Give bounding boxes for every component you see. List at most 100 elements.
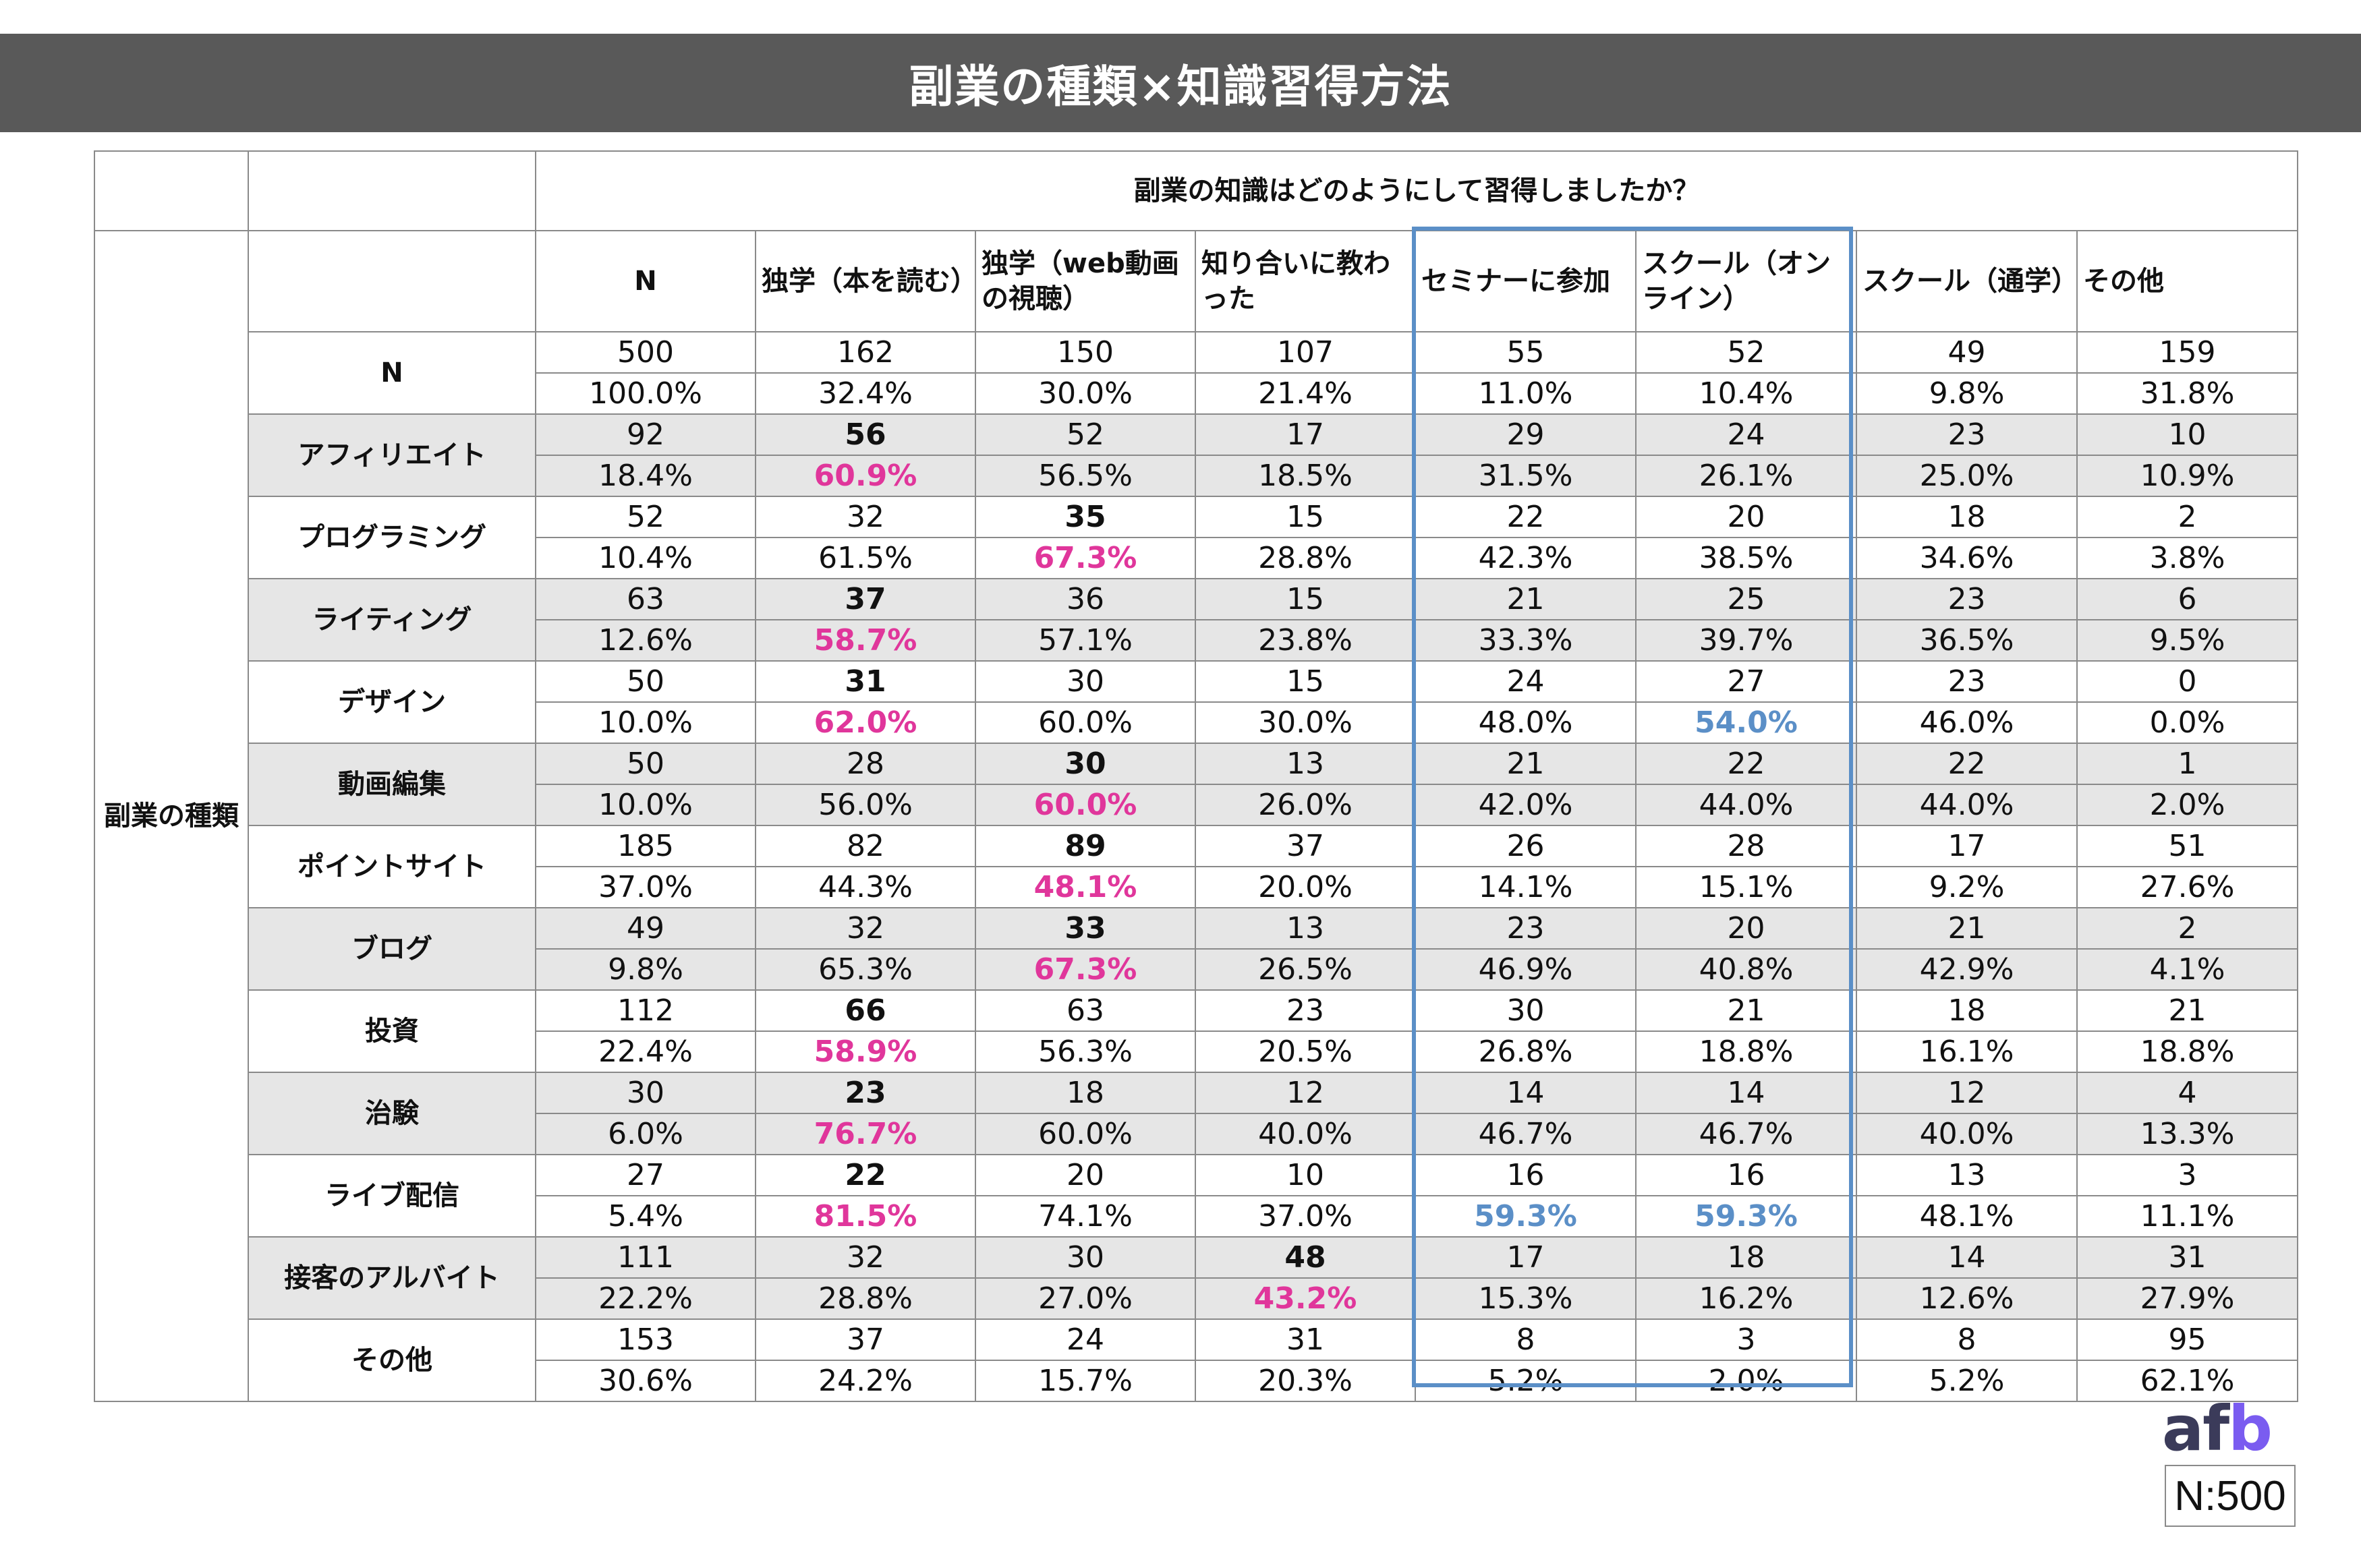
percent-cell: 56.3%	[975, 1030, 1196, 1073]
percent-cell: 76.7%	[755, 1113, 976, 1155]
count-cell: 31	[755, 660, 976, 703]
count-cell: 3	[1635, 1318, 1857, 1361]
count-cell: 24	[1635, 413, 1857, 456]
percent-cell: 61.5%	[755, 537, 976, 579]
percent-cell: 10.4%	[1635, 372, 1857, 415]
count-cell: 27	[1635, 660, 1857, 703]
percent-cell: 67.3%	[975, 537, 1196, 579]
percent-cell: 44.3%	[755, 866, 976, 908]
percent-cell: 5.4%	[535, 1195, 756, 1238]
count-cell: 4	[2076, 1072, 2298, 1114]
count-cell: 112	[535, 989, 756, 1032]
count-cell: 21	[2076, 989, 2298, 1032]
count-cell: 30	[1415, 989, 1637, 1032]
count-cell: 35	[975, 496, 1196, 538]
percent-cell: 21.4%	[1195, 372, 1416, 415]
table-row: 接客のアルバイト 111 32 30 48 17 18 14 31	[94, 1236, 2298, 1320]
percent-cell: 28.8%	[1195, 537, 1416, 579]
percent-cell: 56.0%	[755, 784, 976, 826]
count-cell: 17	[1195, 413, 1416, 456]
percent-cell: 5.2%	[1415, 1360, 1637, 1402]
count-cell: 37	[755, 578, 976, 620]
percent-cell: 46.9%	[1415, 948, 1637, 991]
percent-cell: 33.3%	[1415, 619, 1637, 662]
sample-size-badge: N:500	[2165, 1465, 2296, 1527]
count-cell: 36	[975, 578, 1196, 620]
count-cell: 32	[755, 496, 976, 538]
percent-cell: 31.8%	[2076, 372, 2298, 415]
table-row: N 500 162 150 107 55 52 49 159	[94, 331, 2298, 415]
count-cell: 32	[755, 907, 976, 950]
count-cell: 12	[1856, 1072, 2078, 1114]
table-row: ポイントサイト 185 82 89 37 26 28 17 51	[94, 825, 2298, 908]
count-cell: 18	[1635, 1236, 1857, 1279]
count-cell: 22	[755, 1154, 976, 1196]
count-cell: 55	[1415, 331, 1637, 374]
count-value: 35	[1064, 499, 1106, 534]
count-cell: 8	[1856, 1318, 2078, 1361]
count-cell: 15	[1195, 578, 1416, 620]
percent-cell: 46.7%	[1635, 1113, 1857, 1155]
percent-cell: 62.0%	[755, 701, 976, 744]
percent-cell: 9.8%	[1856, 372, 2078, 415]
percent-cell: 15.7%	[975, 1360, 1196, 1402]
row-label: デザイン	[248, 660, 536, 744]
percent-cell: 22.4%	[535, 1030, 756, 1073]
percent-cell: 46.7%	[1415, 1113, 1637, 1155]
count-cell: 63	[535, 578, 756, 620]
count-cell: 16	[1635, 1154, 1857, 1196]
count-cell: 52	[535, 496, 756, 538]
percent-cell: 13.3%	[2076, 1113, 2298, 1155]
count-cell: 37	[1195, 825, 1416, 867]
count-cell: 23	[1856, 413, 2078, 456]
count-cell: 24	[975, 1318, 1196, 1361]
percent-cell: 0.0%	[2076, 701, 2298, 744]
percent-cell: 10.4%	[535, 537, 756, 579]
table-row-percent: 6.0% 76.7% 60.0% 40.0% 46.7% 46.7% 40.0% 13.3%	[94, 1113, 2298, 1155]
percent-value: 81.5%	[814, 1198, 917, 1233]
column-header: 独学（本を読む）	[755, 230, 976, 332]
percent-cell: 58.7%	[755, 619, 976, 662]
count-value: 33	[1064, 910, 1106, 946]
count-value: 23	[845, 1075, 886, 1110]
count-value: 30	[1064, 746, 1106, 781]
count-cell: 14	[1415, 1072, 1637, 1114]
percent-cell: 23.8%	[1195, 619, 1416, 662]
percent-cell: 16.2%	[1635, 1277, 1857, 1320]
count-cell: 50	[535, 660, 756, 703]
percent-cell: 48.1%	[1856, 1195, 2078, 1238]
table-row: デザイン 50 31 30 15 24 27 23 0	[94, 660, 2298, 744]
count-cell: 30	[975, 660, 1196, 703]
count-cell: 29	[1415, 413, 1637, 456]
count-cell: 14	[1635, 1072, 1857, 1114]
percent-cell: 20.0%	[1195, 866, 1416, 908]
percent-cell: 11.1%	[2076, 1195, 2298, 1238]
count-cell: 66	[755, 989, 976, 1032]
percent-cell: 10.9%	[2076, 455, 2298, 497]
percent-cell: 42.3%	[1415, 537, 1637, 579]
row-label: 投資	[248, 989, 536, 1073]
count-cell: 111	[535, 1236, 756, 1279]
percent-cell: 10.0%	[535, 701, 756, 744]
count-cell: 22	[1415, 496, 1637, 538]
question-header: 副業の知識はどのようにして習得しましたか？	[535, 150, 2298, 231]
row-label: N	[248, 331, 536, 415]
count-cell: 153	[535, 1318, 756, 1361]
count-cell: 2	[2076, 496, 2298, 538]
count-cell: 21	[1856, 907, 2078, 950]
percent-cell: 60.0%	[975, 784, 1196, 826]
percent-cell: 56.5%	[975, 455, 1196, 497]
percent-value: 58.9%	[814, 1034, 917, 1069]
count-cell: 159	[2076, 331, 2298, 374]
count-cell: 107	[1195, 331, 1416, 374]
count-cell: 21	[1635, 989, 1857, 1032]
count-cell: 30	[535, 1072, 756, 1114]
percent-cell: 39.7%	[1635, 619, 1857, 662]
percent-cell: 34.6%	[1856, 537, 2078, 579]
percent-cell: 18.8%	[2076, 1030, 2298, 1073]
column-header: N	[535, 230, 756, 332]
table-row: ライブ配信 27 22 20 10 16 16 13 3	[94, 1154, 2298, 1238]
percent-cell: 14.1%	[1415, 866, 1637, 908]
table-row-percent: 5.4% 81.5% 74.1% 37.0% 59.3% 59.3% 48.1% 11.1%	[94, 1195, 2298, 1238]
percent-cell: 12.6%	[1856, 1277, 2078, 1320]
